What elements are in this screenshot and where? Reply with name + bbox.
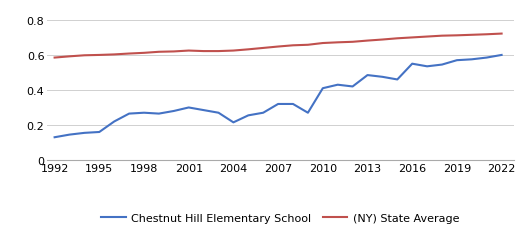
(NY) State Average — [305, 44, 311, 47]
Chestnut Hill Elementary School — [215, 112, 222, 114]
(NY) State Average — [111, 54, 117, 57]
Chestnut Hill Elementary School — [156, 113, 162, 115]
(NY) State Average — [215, 50, 222, 53]
(NY) State Average — [320, 42, 326, 45]
Chestnut Hill Elementary School — [364, 74, 370, 77]
Chestnut Hill Elementary School — [484, 57, 490, 60]
Chestnut Hill Elementary School — [379, 76, 386, 79]
(NY) State Average — [171, 51, 177, 54]
Chestnut Hill Elementary School — [350, 86, 356, 88]
Chestnut Hill Elementary School — [320, 87, 326, 90]
Chestnut Hill Elementary School — [305, 112, 311, 114]
(NY) State Average — [364, 40, 370, 43]
(NY) State Average — [484, 34, 490, 36]
Chestnut Hill Elementary School — [245, 114, 252, 117]
Chestnut Hill Elementary School — [454, 60, 460, 62]
Chestnut Hill Elementary School — [81, 132, 88, 135]
(NY) State Average — [260, 47, 266, 50]
Chestnut Hill Elementary School — [126, 113, 132, 115]
Chestnut Hill Elementary School — [201, 109, 207, 112]
Chestnut Hill Elementary School — [439, 64, 445, 67]
(NY) State Average — [394, 38, 400, 41]
Chestnut Hill Elementary School — [334, 84, 341, 87]
(NY) State Average — [468, 34, 475, 37]
(NY) State Average — [379, 39, 386, 42]
Chestnut Hill Elementary School — [290, 103, 296, 106]
(NY) State Average — [201, 50, 207, 53]
(NY) State Average — [275, 46, 281, 49]
Chestnut Hill Elementary School — [51, 136, 58, 139]
(NY) State Average — [141, 52, 147, 55]
(NY) State Average — [230, 50, 236, 53]
(NY) State Average — [334, 42, 341, 44]
(NY) State Average — [245, 49, 252, 52]
Chestnut Hill Elementary School — [230, 121, 236, 124]
Chestnut Hill Elementary School — [394, 79, 400, 82]
Chestnut Hill Elementary School — [424, 66, 430, 68]
Chestnut Hill Elementary School — [409, 63, 416, 66]
(NY) State Average — [290, 45, 296, 47]
(NY) State Average — [454, 35, 460, 38]
(NY) State Average — [96, 54, 103, 57]
Line: (NY) State Average: (NY) State Average — [54, 34, 501, 58]
Chestnut Hill Elementary School — [468, 59, 475, 61]
Chestnut Hill Elementary School — [141, 112, 147, 114]
(NY) State Average — [439, 35, 445, 38]
Chestnut Hill Elementary School — [498, 54, 505, 57]
(NY) State Average — [67, 56, 73, 58]
(NY) State Average — [81, 55, 88, 57]
(NY) State Average — [51, 57, 58, 60]
Chestnut Hill Elementary School — [260, 112, 266, 114]
Chestnut Hill Elementary School — [171, 110, 177, 113]
Line: Chestnut Hill Elementary School: Chestnut Hill Elementary School — [54, 56, 501, 138]
(NY) State Average — [409, 37, 416, 40]
Chestnut Hill Elementary School — [275, 103, 281, 106]
(NY) State Average — [156, 51, 162, 54]
(NY) State Average — [126, 53, 132, 56]
(NY) State Average — [350, 41, 356, 44]
Chestnut Hill Elementary School — [185, 107, 192, 109]
Legend: Chestnut Hill Elementary School, (NY) State Average: Chestnut Hill Elementary School, (NY) St… — [97, 209, 464, 228]
(NY) State Average — [424, 36, 430, 39]
Chestnut Hill Elementary School — [111, 120, 117, 123]
Chestnut Hill Elementary School — [67, 134, 73, 136]
(NY) State Average — [498, 33, 505, 36]
Chestnut Hill Elementary School — [96, 131, 103, 134]
(NY) State Average — [185, 50, 192, 53]
